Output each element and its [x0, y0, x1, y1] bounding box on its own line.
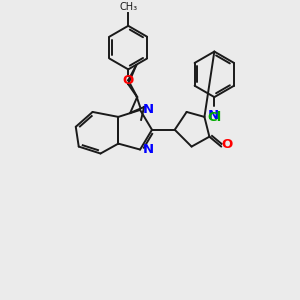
Text: N: N	[207, 110, 218, 122]
Text: Cl: Cl	[207, 111, 221, 124]
Text: N: N	[143, 143, 154, 156]
Text: O: O	[222, 138, 233, 151]
Text: O: O	[123, 74, 134, 87]
Text: N: N	[143, 103, 154, 116]
Text: CH₃: CH₃	[119, 2, 137, 12]
